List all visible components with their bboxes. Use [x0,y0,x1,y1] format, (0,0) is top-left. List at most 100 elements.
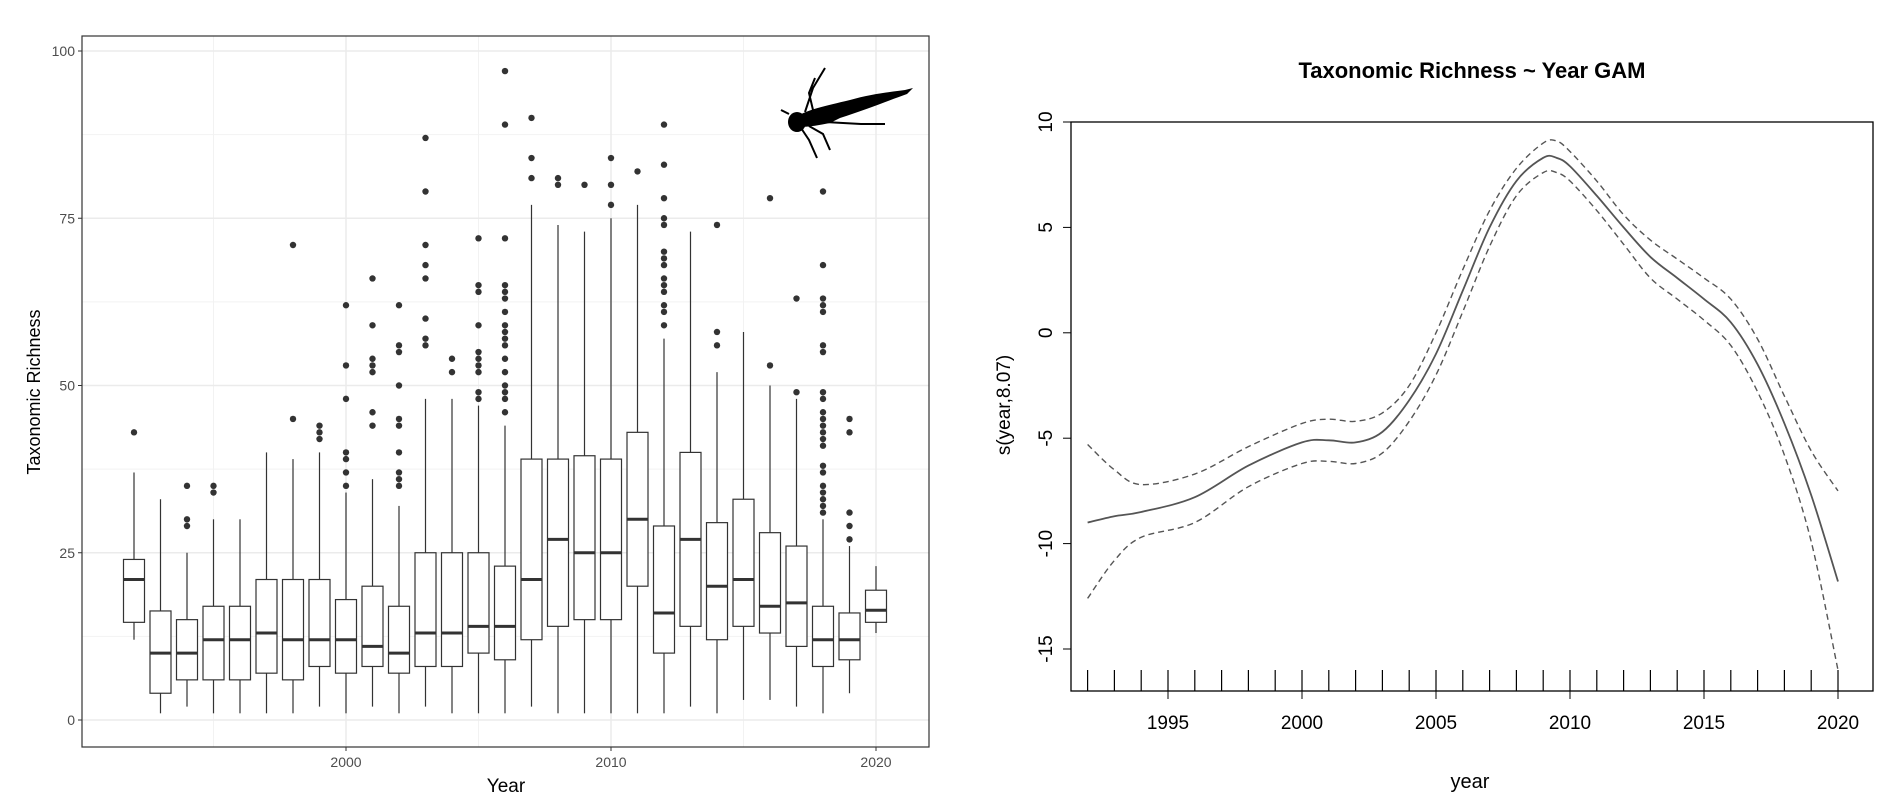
outlier-point [660,308,668,316]
outlier-point [183,522,191,530]
outlier-point [660,248,668,255]
iqr-box [308,578,331,668]
y-tick-label: 75 [59,210,75,226]
outlier-point [660,161,668,168]
y-tick-label: 10 [1036,111,1057,132]
x-tick-label: 2010 [1549,713,1591,734]
outlier-point [819,509,827,516]
outlier-point [501,395,509,403]
outlier-point [660,261,668,269]
outlier-point [475,368,482,376]
box-1995 [202,482,225,714]
gam-chart: 10 5 0 -5 -10 -15 1995 2000 2005 2010 2015 2020 [1036,111,1874,734]
series-upper [1087,139,1839,492]
outlier-point [660,302,668,309]
outlier-point [369,322,376,329]
outlier-point [342,362,350,369]
x-tick-label: 2015 [1683,713,1725,734]
iqr-box [520,458,543,641]
insect-legs [780,67,885,159]
outlier-point [183,516,191,523]
outlier-point [422,188,429,195]
x-tick-label: 2020 [1817,713,1859,734]
outlier-point [422,335,429,342]
iqr-box [202,605,225,681]
outlier-point [846,536,853,543]
stonefly-icon [780,67,913,159]
series-fit [1087,154,1839,582]
outlier-point [528,174,535,182]
outlier-point [422,241,429,249]
box-1997 [255,452,278,714]
outlier-point [422,261,429,269]
outlier-point [819,395,827,403]
outlier-point [475,355,482,362]
y-tick-label: -5 [1036,430,1057,447]
outlier-point [316,422,323,429]
box-2019 [838,415,861,694]
outlier-point [422,315,429,322]
outlier-point [713,342,721,349]
outlier-point [713,328,721,336]
outlier-point [793,295,800,302]
outlier-point [793,388,800,396]
box-2002 [387,302,411,714]
iqr-box [838,612,861,661]
outlier-point [501,295,509,302]
iqr-box [440,552,464,668]
outlier-point [819,409,827,416]
iqr-box [493,565,517,661]
iqr-box [864,589,888,623]
x-tick-label: 1995 [1147,713,1189,734]
outlier-point [501,67,509,75]
outlier-point [422,134,429,142]
box-2017 [785,295,808,707]
box-2015 [732,331,755,700]
outlier-point [660,121,668,128]
iqr-box [122,558,146,623]
insect-body [795,88,913,127]
outlier-point [660,281,668,289]
outlier-point [660,221,668,229]
box-2013 [679,231,702,707]
outlier-point [475,388,482,396]
outlier-point [369,368,376,376]
outlier-point [819,496,827,503]
box-2014 [705,221,729,714]
outlier-point [395,302,403,309]
outlier-point [660,215,668,222]
outlier-point [501,342,509,349]
iqr-box [546,458,570,627]
outlier-point [819,415,827,423]
outlier-point [660,322,668,329]
box-2007 [520,114,543,707]
outlier-point [766,194,774,202]
outlier-point [183,482,191,490]
outlier-point [766,362,774,369]
outlier-point [369,362,376,369]
outlier-point [554,181,562,188]
outlier-point [395,482,403,490]
outlier-point [316,435,323,443]
plot-frame [1070,121,1874,692]
box-2001 [361,275,384,707]
plot-frame [81,35,930,748]
outlier-point [846,429,853,436]
iqr-box [573,455,596,621]
outlier-point [475,235,482,242]
outlier-point [501,368,509,376]
iqr-box [255,578,278,674]
outlier-point [819,388,827,396]
outlier-point [475,288,482,296]
iqr-box [652,525,676,654]
outlier-point [660,194,668,202]
box-2020 [864,566,888,634]
outlier-point [819,435,827,443]
outlier-point [819,462,827,469]
outlier-point [554,174,562,182]
outlier-point [819,261,827,269]
outlier-point [713,221,721,229]
outlier-point [528,154,535,162]
series-lower [1087,169,1839,671]
box-1996 [228,519,252,714]
